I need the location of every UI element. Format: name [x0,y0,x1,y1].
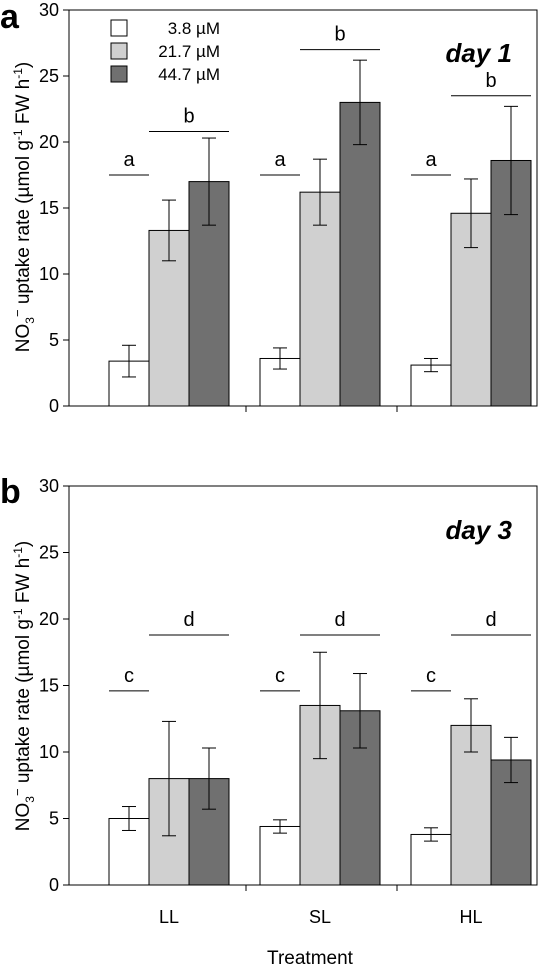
category-label-sl: SL [309,907,331,927]
bar-a-sl-s3 [339,101,381,407]
bar-b-hl-s1 [410,833,452,886]
legend-label-3: 44.7 µM [158,65,220,84]
y-tick-label-b-5: 25 [39,543,59,563]
ylabel-main: uptake rate (µmol g [13,140,34,309]
ylabel-main-b: uptake rate (µmol g [13,619,34,788]
legend-swatch-3 [110,65,128,83]
panel-b: b day 3 [0,473,513,545]
y-tick-label-b-3: 15 [39,676,59,696]
ylabel-end: ) [13,62,34,68]
y-tick-label-a-1: 5 [49,330,59,350]
sig-letter-a-2: a [274,149,286,171]
panel-a: a day 1 3.8 µM 21.7 µM 44.7 µM [0,0,512,84]
ylabel-prefix: NO [13,324,34,353]
x-axis-title: Treatment [267,948,354,969]
bar-a-sl-s2 [299,191,341,407]
ylabel-unit-superscript: -1 [11,129,25,140]
legend: 3.8 µM 21.7 µM 44.7 µM [110,19,220,84]
day-label-a: day 1 [446,38,513,68]
bar-b-hl-s3 [490,759,532,886]
panel-letter-a: a [0,0,20,36]
ylabel-unit-superscript-2: -1 [11,68,25,79]
sig-letter-b-2: c [275,665,285,687]
legend-swatch-1 [110,19,128,37]
sig-letter-a-0: a [123,149,135,171]
y-tick-label-a-3: 15 [39,198,59,218]
ylabel-superscript: − [10,309,25,317]
bar-b-sl-s1 [259,825,301,886]
legend-label-2: 21.7 µM [158,42,220,61]
sig-letter-a-4: a [425,149,437,171]
ylabel-subscript: 3 [23,317,37,324]
y-tick-label-a-0: 0 [49,396,59,416]
y-tick-label-b-0: 0 [49,875,59,895]
ylabel-unit-superscript-2-b: -1 [11,547,25,558]
y-tick-label-a-4: 20 [39,132,59,152]
ylabel-mid: FW h [13,79,34,130]
ylabel-subscript-b: 3 [23,796,37,803]
sig-letter-a-1: b [183,105,194,127]
y-axis-title-b: NO3− uptake rate (µmol g-1 FW h-1) [10,541,37,831]
y-tick-label-a-6: 30 [39,0,59,20]
y-tick-label-b-6: 30 [39,476,59,496]
panel-letter-b: b [0,473,21,511]
sig-letter-b-5: d [485,609,496,631]
ylabel-unit-superscript-b: -1 [11,608,25,619]
plot-layer: 0 5 10 15 20 25 30 a b a b a b 0 5 10 15 20 25 30 c d c d c d [39,0,538,895]
y-tick-label-b-4: 20 [39,609,59,629]
y-tick-label-b-1: 5 [49,809,59,829]
sig-letter-b-3: d [334,609,345,631]
category-label-hl: HL [459,907,482,927]
y-tick-label-b-2: 10 [39,742,59,762]
legend-swatch-2 [110,42,128,60]
ylabel-prefix-b: NO [13,803,34,832]
y-tick-label-a-5: 25 [39,66,59,86]
sig-letter-b-4: c [426,665,436,687]
legend-label-1: 3.8 µM [168,19,220,38]
category-label-ll: LL [159,907,179,927]
ylabel-end-b: ) [13,541,34,547]
day-label-b: day 3 [446,515,513,545]
sig-letter-a-5: b [485,70,496,92]
ylabel-mid-b: FW h [13,558,34,609]
sig-letter-a-3: b [334,24,345,46]
sig-letter-b-0: c [124,665,134,687]
y-axis-title-a: NO3− uptake rate (µmol g-1 FW h-1) [10,62,37,352]
ylabel-superscript-b: − [10,788,25,796]
sig-letter-b-1: d [183,609,194,631]
y-tick-label-a-2: 10 [39,264,59,284]
